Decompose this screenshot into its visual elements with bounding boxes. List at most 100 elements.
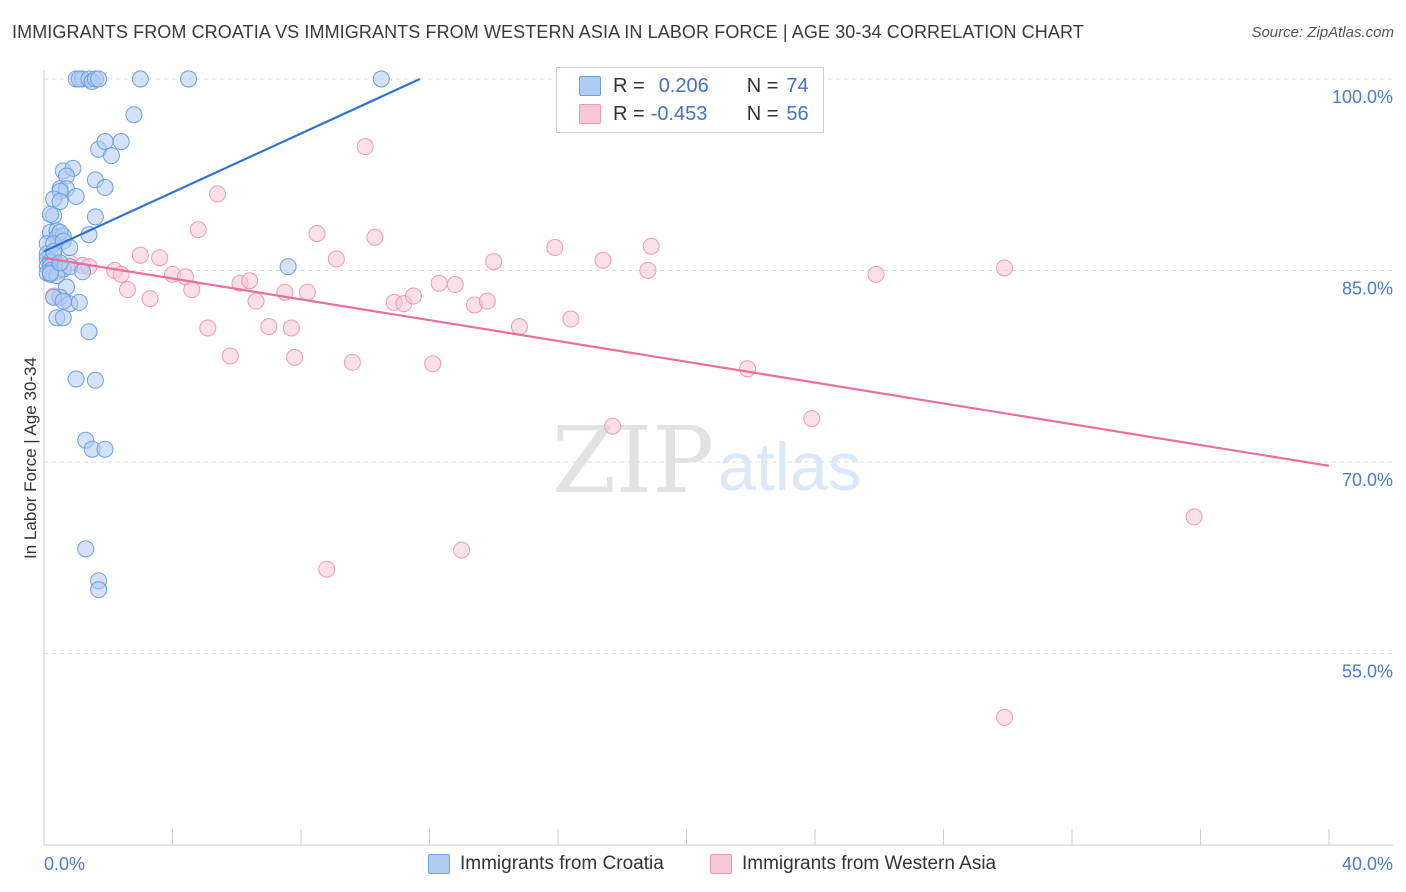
chart-title: IMMIGRANTS FROM CROATIA VS IMMIGRANTS FR… [12, 22, 1084, 42]
croatia-point [112, 133, 130, 151]
western-asia-point [199, 319, 217, 337]
western-asia-point [453, 541, 471, 559]
western-asia-point [286, 348, 304, 366]
y-tick-label: 55.0% [1342, 662, 1393, 682]
western-asia-point [404, 287, 422, 305]
western-asia-point [141, 290, 159, 308]
western-asia-point [131, 246, 149, 264]
western-asia-point [327, 250, 345, 268]
y-tick-label: 100.0% [1332, 87, 1393, 107]
western-asia-point [366, 228, 384, 246]
croatia-point [41, 205, 59, 223]
croatia-point [372, 70, 390, 88]
legend-n-label: N = [746, 102, 779, 125]
croatia-point [90, 581, 108, 599]
western-asia-point [308, 224, 326, 242]
watermark-zip: ZIP [552, 407, 714, 514]
legend-r-label: R = [613, 102, 645, 125]
bottom-legend-croatia-label: Immigrants from Croatia [460, 853, 664, 874]
croatia-point [86, 371, 104, 389]
western-asia-point [867, 265, 885, 283]
croatia-swatch-icon [428, 854, 450, 874]
croatia-point [102, 147, 120, 165]
western-asia-point [298, 283, 316, 301]
croatia-point [131, 70, 149, 88]
western-asia-point [189, 221, 207, 239]
croatia-point [77, 540, 95, 558]
croatia-point [74, 263, 92, 281]
western-asia-point [485, 253, 503, 271]
croatia-point [67, 370, 85, 388]
y-axis-label: In Labor Force | Age 30-34 [21, 357, 40, 559]
western-asia-point [343, 353, 361, 371]
croatia-point [90, 70, 108, 88]
western-asia-point [318, 560, 336, 578]
western-asia-point [119, 281, 137, 299]
legend-western-asia-n: 56 [786, 102, 809, 125]
bottom-legend-western-asia-label: Immigrants from Western Asia [742, 853, 997, 874]
legend-western-asia-r: -0.453 [650, 102, 708, 125]
croatia-point [86, 208, 104, 226]
legend-croatia-n: 74 [786, 74, 809, 97]
western-asia-point [739, 360, 757, 378]
legend-n-label: N = [746, 74, 779, 97]
croatia-point [80, 323, 98, 341]
bottom-legend-western-asia: Immigrants from Western Asia [710, 852, 996, 876]
legend-croatia-r: 0.206 [658, 74, 709, 97]
croatia-point [70, 293, 88, 311]
western-asia-point [478, 292, 496, 310]
western-asia-point [424, 355, 442, 373]
axes [43, 70, 1393, 846]
western-asia-point [260, 318, 278, 336]
croatia-point [96, 440, 114, 458]
legend-row-western-asia: R = -0.453 N = 56 [579, 101, 809, 127]
x-tick-label-min: 0.0% [44, 854, 85, 874]
western-asia-point [1185, 508, 1203, 526]
croatia-point [51, 254, 69, 272]
x-axis-ticks [43, 829, 1330, 845]
western-asia-point [604, 417, 622, 435]
stats-legend: R = 0.206 N = 74 R = -0.453 N = 56 [556, 67, 824, 133]
western-asia-point [183, 281, 201, 299]
western-asia-point [642, 237, 660, 255]
croatia-point [125, 106, 143, 124]
croatia-point [54, 309, 72, 327]
croatia-point [180, 70, 198, 88]
y-tick-label: 70.0% [1342, 470, 1393, 490]
watermark-atlas: atlas [718, 429, 862, 505]
legend-row-croatia: R = 0.206 N = 74 [579, 73, 809, 99]
western-asia-point [546, 239, 564, 257]
croatia-swatch-icon [579, 76, 601, 96]
western-asia-point [803, 410, 821, 428]
western-asia-point [446, 276, 464, 294]
y-tick-label: 85.0% [1342, 279, 1393, 299]
western-asia-trend-line [43, 256, 1330, 467]
y-axis-tick-labels: 100.0% 85.0% 70.0% 55.0% [1332, 87, 1393, 682]
croatia-trend-line [43, 78, 421, 253]
legend-r-label: R = [613, 74, 645, 97]
bottom-legend-croatia: Immigrants from Croatia [428, 852, 664, 876]
western-asia-point [996, 708, 1014, 726]
trend-lines [43, 78, 1330, 467]
western-asia-point [241, 272, 259, 290]
western-asia-point [639, 262, 657, 279]
western-asia-point [510, 318, 528, 336]
western-asia-point [151, 249, 169, 267]
western-asia-point [996, 259, 1014, 277]
western-asia-point [356, 138, 374, 156]
western-asia-swatch-icon [710, 854, 732, 874]
croatia-point [67, 187, 85, 205]
croatia-point [279, 258, 297, 276]
western-asia-point [221, 347, 239, 365]
croatia-point [96, 179, 114, 197]
croatia-points [38, 70, 390, 599]
croatia-point [51, 193, 69, 211]
source-label: Source: ZipAtlas.com [1251, 24, 1394, 41]
western-asia-point [247, 292, 265, 310]
western-asia-point [594, 251, 612, 269]
x-tick-label-max: 40.0% [1342, 854, 1393, 874]
western-asia-point [208, 185, 226, 203]
western-asia-swatch-icon [579, 104, 601, 124]
western-asia-point [282, 319, 300, 337]
